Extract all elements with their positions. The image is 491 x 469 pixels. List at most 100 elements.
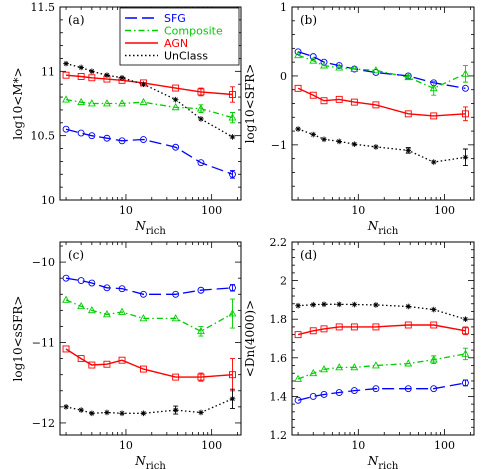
panel-d-series-composite bbox=[294, 347, 470, 382]
panel-d-data-point bbox=[294, 331, 302, 339]
panel-b-data-point bbox=[320, 61, 328, 69]
panel-c-series-agn bbox=[62, 345, 236, 392]
panel-b-data-point bbox=[309, 56, 318, 64]
panel-c-data-point bbox=[78, 407, 84, 413]
panel-c-data-point bbox=[197, 373, 205, 381]
panel-a-data-point bbox=[104, 72, 110, 78]
panel-c-data-point bbox=[172, 407, 179, 413]
panel-b-x-axis-subscript: rich bbox=[378, 226, 399, 237]
legend-label: SFG bbox=[164, 12, 186, 25]
panel-b-error-bar bbox=[462, 106, 468, 122]
panel-b-y-axis-label: log10<SFR> bbox=[243, 64, 257, 144]
panel-b-data-point bbox=[335, 95, 343, 103]
panel-a-series-line bbox=[65, 98, 233, 119]
panel-a-data-point bbox=[62, 95, 71, 103]
panel-a-series-line bbox=[65, 74, 233, 96]
panel-d-data-point bbox=[404, 321, 412, 329]
panel-d-data-point bbox=[309, 327, 317, 335]
panel-d-data-point bbox=[430, 321, 438, 329]
panel-d: 10 100 1.2 1.4 1.6 1.8 2 2.2 Nrich <Dn(4000)> (d) bbox=[243, 236, 475, 469]
panel-a-data-point bbox=[229, 134, 236, 140]
panel-d-tag: (d) bbox=[300, 248, 317, 262]
panel-c-x-tick-label: 10 bbox=[119, 439, 133, 452]
panel-d-data-point bbox=[461, 379, 469, 387]
panel-a-y-tick-label: 11 bbox=[41, 65, 55, 78]
panel-a-data-point bbox=[118, 137, 126, 145]
panel-d-series-agn bbox=[294, 321, 469, 339]
panel-c-series-composite bbox=[62, 295, 237, 337]
panel-a-data-point bbox=[77, 129, 85, 137]
panel-d-data-point bbox=[336, 301, 342, 308]
panel-d-series-unclass bbox=[295, 301, 469, 322]
panel-d-data-point bbox=[295, 302, 301, 309]
panel-c-data-point bbox=[139, 365, 147, 373]
panel-b-data-point bbox=[320, 97, 328, 105]
panel-b-data-point bbox=[429, 84, 438, 92]
panel-b-data-point bbox=[350, 98, 358, 106]
panel-d-data-point bbox=[335, 363, 344, 371]
panel-c-data-point bbox=[172, 290, 180, 298]
panel-b-data-point bbox=[294, 48, 302, 56]
panel-a-data-point bbox=[198, 116, 204, 122]
panel-b-frame bbox=[291, 6, 475, 201]
panel-c-data-point bbox=[88, 279, 96, 287]
panel-d-data-point bbox=[320, 365, 328, 373]
panel-b-x-axis-symbol: N bbox=[367, 219, 379, 233]
panel-c-data-point bbox=[119, 410, 125, 417]
panel-a-data-point bbox=[197, 159, 205, 167]
panel-d-series-sfg bbox=[294, 379, 469, 404]
panel-a-series-line bbox=[65, 62, 233, 138]
panel-d-data-point bbox=[320, 325, 328, 333]
panel-a-y-tick-label: 11.5 bbox=[31, 1, 56, 14]
panel-a-series-agn bbox=[62, 71, 236, 103]
panel-d-data-point bbox=[320, 391, 328, 398]
panel-b-data-point bbox=[372, 101, 380, 109]
panel-b-data-point bbox=[405, 147, 412, 154]
panel-a-data-point bbox=[62, 71, 70, 79]
panel-a-y-tick-label: 10.5 bbox=[31, 130, 56, 143]
panel-b-data-point bbox=[310, 131, 317, 138]
panel-c-data-point bbox=[171, 314, 180, 322]
panel-b-data-point bbox=[461, 69, 470, 77]
panel-c-data-point bbox=[172, 373, 180, 381]
panel-b-y-tick-label: −1 bbox=[271, 139, 287, 152]
panel-b: 10 100 −1 0 1 Nrich log10<SFR> (b) bbox=[243, 1, 475, 237]
panel-d-x-axis-label: Nrich bbox=[367, 454, 399, 469]
panel-a-x-axis-subscript: rich bbox=[146, 226, 167, 237]
panel-b-series-unclass bbox=[295, 126, 469, 166]
panel-c-series-sfg bbox=[62, 274, 236, 298]
panel-c-data-point bbox=[118, 285, 126, 293]
panel-d-data-point bbox=[404, 359, 413, 367]
panel-d-series-line bbox=[297, 382, 466, 401]
panel-c-x-tick-label: 100 bbox=[201, 439, 222, 452]
panel-c-data-point bbox=[229, 371, 236, 379]
panel-b-x-tick-label: 100 bbox=[434, 204, 455, 217]
panel-a-data-point bbox=[78, 64, 84, 71]
panel-a-data-point bbox=[62, 125, 70, 133]
panel-d-data-point bbox=[350, 363, 359, 371]
panel-a-x-tick-label: 10 bbox=[119, 204, 133, 217]
panel-d-data-point bbox=[462, 316, 469, 322]
panel-c-series-line bbox=[65, 348, 233, 378]
panel-b-data-point bbox=[371, 66, 380, 74]
panel-b-data-point bbox=[373, 144, 379, 150]
panel-d-x-axis-symbol: N bbox=[367, 454, 379, 468]
panel-a-data-point bbox=[87, 99, 96, 107]
panel-d-data-point bbox=[309, 392, 317, 400]
panel-b-data-point bbox=[294, 50, 303, 59]
panel-d-data-point bbox=[371, 361, 380, 369]
panel-d-data-point bbox=[335, 323, 343, 331]
panel-c-y-axis-label: log10<sSFR> bbox=[11, 296, 25, 382]
panel-a-series-unclass bbox=[63, 60, 236, 140]
panel-c-data-point bbox=[62, 295, 71, 303]
panel-d-data-point bbox=[373, 302, 379, 308]
panel-c-data-point bbox=[139, 290, 147, 298]
panel-a-data-point bbox=[196, 104, 205, 112]
panel-c-data-point bbox=[103, 360, 111, 368]
panel-a-data-point bbox=[172, 96, 179, 103]
panel-a-x-tick-label: 100 bbox=[201, 204, 222, 217]
panel-d-x-axis-subscript: rich bbox=[378, 461, 399, 469]
panel-b-series-line bbox=[297, 51, 466, 89]
panel-a-data-point bbox=[88, 74, 96, 82]
